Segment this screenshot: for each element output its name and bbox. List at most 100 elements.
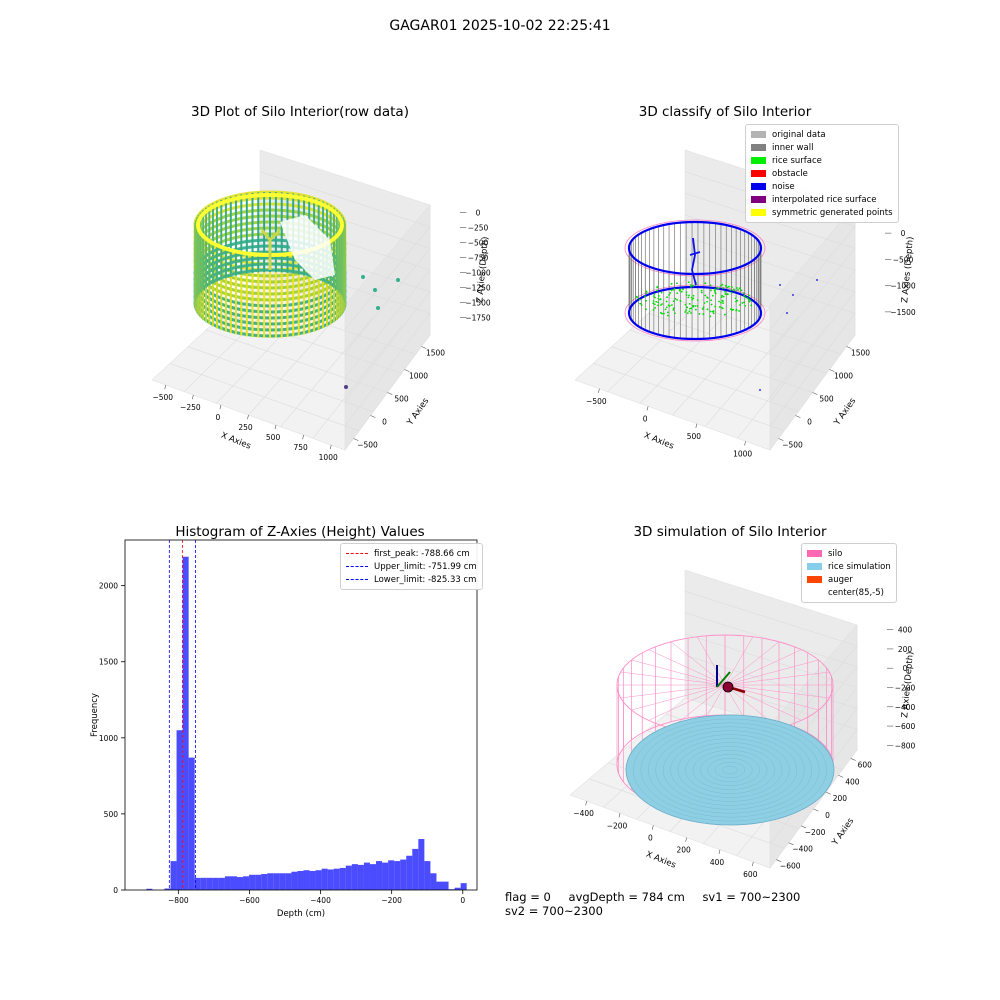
classify-legend-item: obstacle <box>751 167 893 180</box>
classify-rice-point <box>739 287 741 289</box>
classify-rice-point <box>748 299 750 301</box>
sim-x-tick-label: −400 <box>573 809 594 818</box>
raw-x-tick <box>165 385 166 389</box>
classify-rice-point <box>689 308 691 310</box>
avg-depth-text: avgDepth = 784 cm <box>569 890 685 904</box>
classify-rice-point <box>720 302 722 304</box>
raw-z-tick-label: −250 <box>468 224 489 233</box>
classify-rice-point <box>679 289 681 291</box>
sim-z-tick-label: −600 <box>895 722 916 731</box>
histogram-bar <box>177 730 183 890</box>
classify-legend: original data inner wall rice surface obsta… <box>745 124 899 223</box>
classify-rice-point <box>745 296 747 298</box>
classify-rice-point <box>690 284 692 286</box>
classify-noise-point <box>779 284 781 286</box>
sim-x-tick <box>752 862 753 866</box>
histogram-bar <box>382 863 388 890</box>
classify-rice-point <box>671 304 673 306</box>
histogram-bar <box>219 878 225 890</box>
simulation-plot-title: 3D simulation of Silo Interior <box>580 524 880 540</box>
classify-rice-point <box>701 290 703 292</box>
raw-y-tick-label: 0 <box>382 418 387 427</box>
histogram-bar <box>412 849 418 890</box>
classify-y-tick <box>796 416 801 418</box>
classify-x-tick-label: 500 <box>687 432 702 441</box>
classify-rice-point <box>702 313 704 315</box>
classify-rice-point <box>685 304 687 306</box>
raw-x-tick <box>303 435 304 439</box>
classify-rice-point <box>657 298 659 300</box>
histogram-bar <box>201 878 207 890</box>
histogram-bar <box>189 758 195 890</box>
classify-rice-point <box>686 294 688 296</box>
histogram-bar <box>443 882 449 890</box>
classify-rice-point <box>690 286 692 288</box>
classify-plot-title: 3D classify of Silo Interior <box>570 104 880 120</box>
histogram-x-tick-label: −800 <box>168 896 189 905</box>
histogram-bar <box>183 557 189 890</box>
classify-x-tick-label: 1000 <box>733 449 752 458</box>
classify-rice-point <box>654 307 656 309</box>
classify-rice-point <box>645 308 647 310</box>
classify-rice-point <box>692 305 694 307</box>
histogram-bar <box>261 874 267 890</box>
classify-rice-point <box>692 285 694 287</box>
classify-rice-point <box>689 303 691 305</box>
classify-rice-point <box>684 311 686 313</box>
classify-legend-swatch <box>751 170 766 177</box>
histogram-bar <box>364 863 370 890</box>
sim-y-tick-label: 200 <box>833 794 848 803</box>
classify-legend-label: inner wall <box>772 143 813 153</box>
classify-legend-label: original data <box>772 130 826 140</box>
classify-rice-point <box>710 289 712 291</box>
classify-rice-point <box>654 293 656 295</box>
sim-x-tick-label: −200 <box>607 821 628 830</box>
raw-y-tick <box>371 416 376 418</box>
classify-rice-point <box>722 287 724 289</box>
sim-legend-item: center(85,-5) <box>807 586 891 599</box>
classify-noise-point <box>759 389 761 391</box>
classify-rice-point <box>688 310 690 312</box>
classify-rice-point <box>655 301 657 303</box>
classify-rice-point <box>722 302 724 304</box>
histogram-legend-line <box>346 579 368 580</box>
sim-x-tick-label: 0 <box>648 833 653 842</box>
classify-rice-point <box>749 301 751 303</box>
raw-x-tick-label: 0 <box>216 413 221 422</box>
classify-rice-point <box>666 306 668 308</box>
classify-rice-point <box>666 296 668 298</box>
histogram-bar <box>358 865 364 890</box>
histogram-bar <box>340 868 346 890</box>
flag-text: flag = 0 <box>505 890 551 904</box>
histogram-bar <box>297 871 303 890</box>
classify-rice-point <box>741 289 743 291</box>
classify-rice-point <box>714 290 716 292</box>
sim-y-tick-label: −400 <box>792 845 813 854</box>
histogram-bar <box>237 877 243 890</box>
classify-rice-point <box>690 312 692 314</box>
histogram-bar <box>461 883 467 890</box>
classify-rice-point <box>704 282 706 284</box>
classify-rice-point <box>728 286 730 288</box>
raw-x-tick-label: −250 <box>180 403 201 412</box>
classify-rice-point <box>667 315 669 317</box>
classify-rice-point <box>636 296 638 298</box>
histogram-y-tick-label: 2000 <box>99 582 118 591</box>
classify-rice-point <box>744 305 746 307</box>
classify-x-tick <box>745 441 746 445</box>
classify-rice-point <box>716 287 718 289</box>
classify-rice-point <box>701 292 703 294</box>
raw-y-axis-label: Y Axies <box>405 396 432 428</box>
classify-rice-point <box>724 293 726 295</box>
histogram-x-tick-label: −200 <box>381 896 402 905</box>
classify-y-tick <box>813 393 818 395</box>
classify-rice-point <box>736 287 738 289</box>
classify-rice-point <box>707 297 709 299</box>
raw-x-tick <box>247 415 248 419</box>
classify-rice-point <box>654 297 656 299</box>
classify-rice-point <box>652 302 654 304</box>
histogram-bar <box>376 861 382 890</box>
histogram-bar <box>400 860 406 890</box>
raw-x-tick-label: 250 <box>238 423 253 432</box>
classify-y-tick-label: −500 <box>782 441 803 450</box>
